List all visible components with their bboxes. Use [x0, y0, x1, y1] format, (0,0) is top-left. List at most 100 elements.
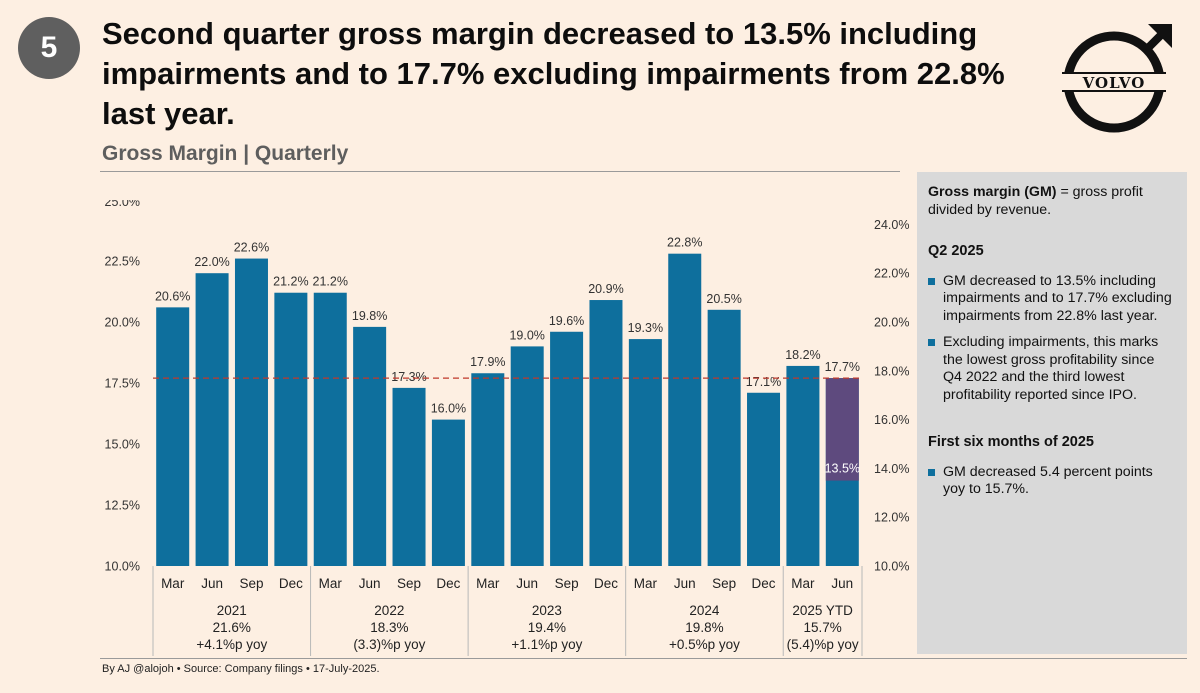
- bar: [471, 373, 505, 566]
- group-year-label: 2021: [217, 603, 247, 618]
- bar: [550, 331, 584, 566]
- group-year-label: 2024: [689, 603, 720, 618]
- right-axis-tick-label: 22.0%: [874, 267, 909, 281]
- x-tick-label: Sep: [712, 576, 736, 591]
- bullet-square-icon: [928, 277, 935, 285]
- h1-bullets: GM decreased 5.4 percent points yoy to 1…: [928, 464, 1175, 499]
- left-axis-tick-label: 20.0%: [105, 316, 140, 330]
- bar-value-label: 19.3%: [628, 321, 663, 335]
- q2-bullet-text: GM decreased to 13.5% including impairme…: [943, 272, 1172, 324]
- logo-band: [1062, 72, 1166, 92]
- bar: [156, 307, 190, 566]
- bar-value-label: 22.6%: [234, 241, 269, 255]
- impairment-segment: [825, 378, 859, 481]
- bar: [786, 365, 820, 566]
- group-year-label: 2022: [374, 603, 404, 618]
- bar: [392, 387, 426, 566]
- bar-value-label: 20.9%: [588, 282, 623, 296]
- x-tick-label: Dec: [279, 576, 303, 591]
- x-tick-label: Mar: [476, 576, 500, 591]
- bar: [747, 392, 781, 566]
- bar: [313, 292, 347, 566]
- right-axis-tick-label: 24.0%: [874, 218, 909, 232]
- x-tick-label: Mar: [791, 576, 815, 591]
- bar-value-label: 21.2%: [273, 275, 308, 289]
- right-axis-tick-label: 14.0%: [874, 462, 909, 476]
- bar-value-label: 20.6%: [155, 289, 190, 303]
- gm-definition-text: = gross profit divided by revenue.: [928, 184, 1143, 218]
- gm-definition-term: Gross margin (GM): [928, 184, 1057, 200]
- group-total-label: 15.7%: [803, 620, 841, 635]
- right-axis-tick-label: 10.0%: [874, 560, 909, 574]
- bar-value-label: 18.2%: [785, 348, 820, 362]
- bar-value-label: 17.1%: [746, 375, 781, 389]
- chart-subtitle: Gross Margin | Quarterly: [102, 142, 349, 165]
- left-axis-tick-label: 17.5%: [105, 377, 140, 391]
- bar: [195, 273, 229, 566]
- group-yoy-label: +4.1%p yoy: [196, 637, 267, 652]
- bar: [589, 300, 623, 566]
- group-year-label: 2023: [532, 603, 562, 618]
- group-total-label: 18.3%: [370, 620, 408, 635]
- left-axis-tick-label: 15.0%: [105, 438, 140, 452]
- group-yoy-label: (3.3)%p yoy: [353, 637, 425, 652]
- bar: [707, 309, 741, 566]
- q2-bullets: GM decreased to 13.5% including impairme…: [928, 273, 1175, 405]
- right-axis-tick-label: 18.0%: [874, 364, 909, 378]
- axis-clip-mask: [100, 190, 160, 200]
- bar: [234, 258, 268, 566]
- x-tick-label: Dec: [594, 576, 618, 591]
- right-axis-tick-label: 12.0%: [874, 511, 909, 525]
- left-axis-tick-label: 22.5%: [105, 255, 140, 269]
- bar-value-label: 20.5%: [706, 292, 741, 306]
- x-tick-label: Sep: [397, 576, 421, 591]
- bottom-divider: [100, 658, 1187, 659]
- logo-arrow-shaft: [1143, 31, 1165, 53]
- q2-bullet: GM decreased to 13.5% including impairme…: [928, 273, 1175, 326]
- group-total-label: 19.4%: [528, 620, 566, 635]
- logo-arrow-head: [1148, 24, 1172, 48]
- x-tick-label: Dec: [752, 576, 776, 591]
- group-yoy-label: +0.5%p yoy: [669, 637, 740, 652]
- bar-value-label: 21.2%: [313, 275, 348, 289]
- bar-value-label: 17.3%: [391, 370, 426, 384]
- bar: [431, 419, 465, 566]
- logo-wordmark: VOLVO: [1082, 74, 1146, 92]
- x-tick-label: Jun: [674, 576, 696, 591]
- right-axis-tick-label: 20.0%: [874, 316, 909, 330]
- volvo-logo: VOLVO: [1062, 24, 1172, 133]
- group-year-label: 2025 YTD: [792, 603, 853, 618]
- bar: [353, 326, 387, 566]
- bar-value-label: 19.6%: [549, 314, 584, 328]
- x-tick-label: Jun: [831, 576, 853, 591]
- bar: [628, 339, 662, 566]
- x-tick-label: Sep: [239, 576, 263, 591]
- x-tick-label: Jun: [516, 576, 538, 591]
- x-tick-label: Jun: [201, 576, 223, 591]
- slide-number-badge: 5: [18, 17, 80, 79]
- info-panel: Gross margin (GM) = gross profit divided…: [917, 172, 1187, 654]
- x-tick-label: Mar: [319, 576, 343, 591]
- q2-bullet-text: Excluding impairments, this marks the lo…: [943, 334, 1159, 403]
- left-axis-tick-label: 12.5%: [105, 499, 140, 513]
- bar-value-label: 19.0%: [509, 328, 544, 342]
- gross-margin-chart: 25.0%10.0%12.5%15.0%17.5%20.0%22.5%10.0%…: [100, 190, 910, 656]
- x-tick-label: Mar: [161, 576, 185, 591]
- bar: [668, 253, 702, 566]
- group-total-label: 19.8%: [685, 620, 723, 635]
- x-tick-label: Dec: [436, 576, 460, 591]
- bar-value-label: 17.7%: [825, 360, 860, 374]
- bar-value-label: 16.0%: [431, 402, 466, 416]
- x-tick-label: Mar: [634, 576, 658, 591]
- group-yoy-label: +1.1%p yoy: [511, 637, 582, 652]
- bar: [274, 292, 308, 566]
- h1-bullet: GM decreased 5.4 percent points yoy to 1…: [928, 464, 1175, 499]
- gm-definition: Gross margin (GM) = gross profit divided…: [928, 184, 1175, 219]
- bar-value-label: 22.0%: [194, 255, 229, 269]
- q2-heading: Q2 2025: [928, 243, 984, 259]
- source-footer: By AJ @alojoh • Source: Company filings …: [102, 663, 380, 675]
- group-yoy-label: (5.4)%p yoy: [787, 637, 859, 652]
- bullet-square-icon: [928, 468, 935, 476]
- headline: Second quarter gross margin decreased to…: [102, 16, 1005, 131]
- right-axis-tick-label: 16.0%: [874, 413, 909, 427]
